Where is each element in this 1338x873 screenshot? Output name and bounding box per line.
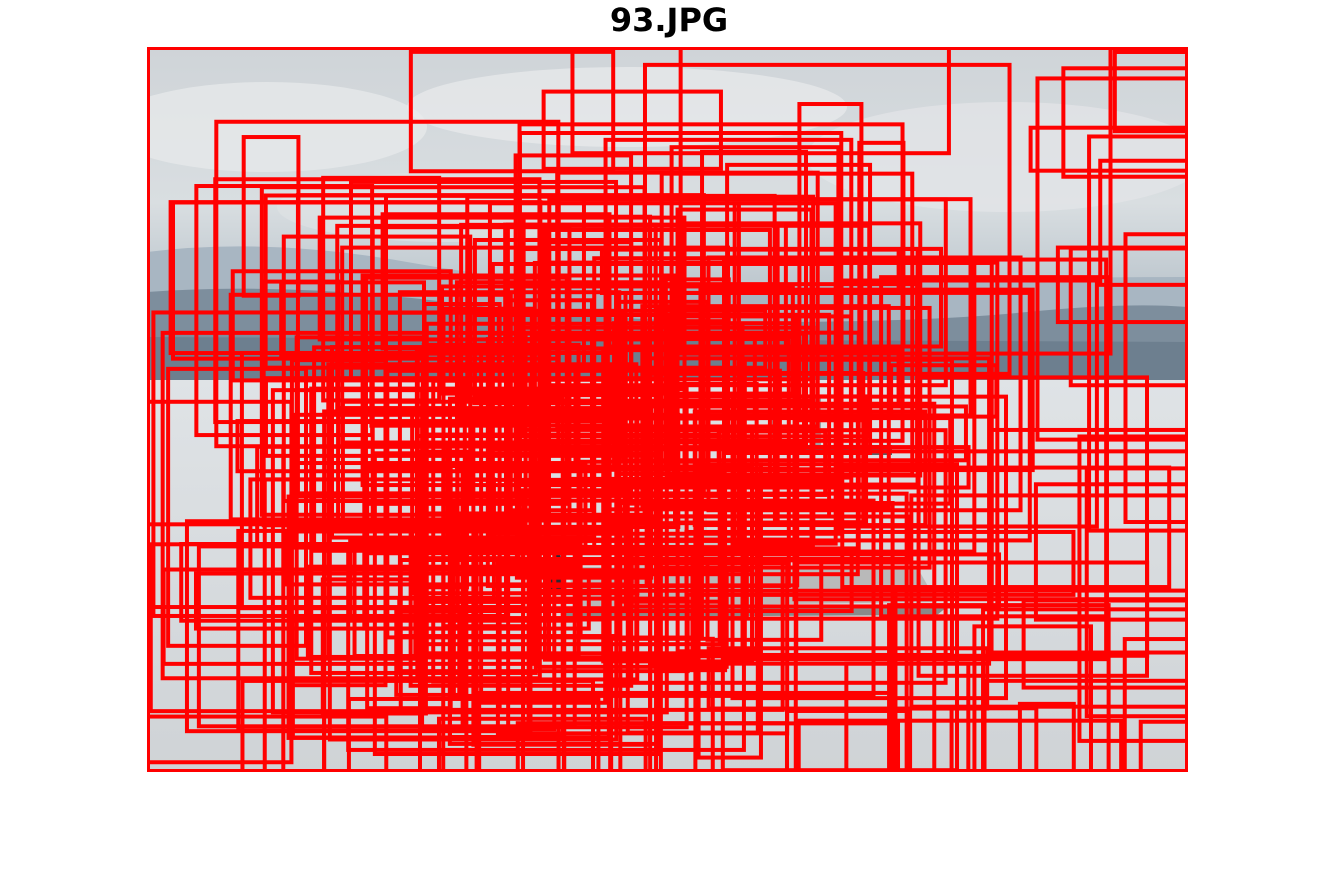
detection-box [255,444,450,547]
detection-box [1055,245,1188,325]
detection-box [1112,49,1188,134]
detection-box [659,171,915,477]
detection-box [949,706,1039,772]
detection-box [982,678,1188,772]
detection-box [230,269,453,383]
detection-box [1061,66,1188,179]
detection-box [360,273,677,488]
detection-box [989,427,1188,655]
detection-box [642,62,1012,376]
detection-box [706,646,990,711]
detection-box [513,153,634,493]
detection-box [160,330,542,681]
detection-box [321,175,442,403]
detection-box [889,363,999,419]
detection-box [397,290,622,639]
detection-box [742,357,954,657]
detection-box [640,304,891,510]
photo-canvas [147,47,1188,772]
detection-box [241,135,301,298]
detection-box [599,247,901,295]
detection-box [696,462,763,760]
detection-box [603,137,854,512]
detection-box [147,399,294,765]
detection-box [1017,701,1076,772]
detection-box [194,184,375,438]
detection-box [678,47,1113,356]
detection-box [612,321,797,471]
detection-box [312,345,460,553]
detection-box [477,690,897,772]
detection-box [1084,466,1188,719]
figure-title: 93.JPG [609,1,729,39]
detection-box [464,477,659,772]
detection-box [294,335,427,661]
detection-box [459,222,546,420]
detection-box [618,501,895,772]
detection-box [523,330,861,551]
detection-box [570,47,951,156]
detection-box [839,278,1099,529]
detection-box [543,260,1000,621]
detection-box [408,49,616,174]
detection-box [279,280,426,359]
detection-box [609,636,715,772]
detection-box [592,256,977,554]
detection-box [909,493,1188,709]
detection-box [785,708,913,772]
detection-box [541,89,723,171]
detection-box [322,409,653,772]
detection-box [857,140,906,349]
detection-box [239,350,628,611]
detection-box [417,523,479,772]
detection-box [1035,76,1188,442]
detection-box [1033,482,1188,622]
detection-box [410,412,640,596]
detection-box [1138,719,1188,772]
detection-box-overlay [147,47,1188,772]
detection-box [1123,232,1188,525]
detection-box [166,366,308,648]
detection-box [465,194,816,403]
detection-box [794,560,1150,658]
detection-box [844,661,971,772]
photo-panel [147,47,1188,772]
